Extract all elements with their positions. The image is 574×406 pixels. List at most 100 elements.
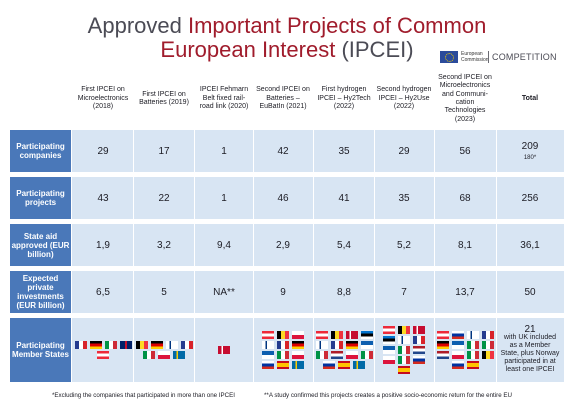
- table-cell-total: 50: [524, 286, 536, 298]
- fr-flag-icon: [413, 336, 425, 344]
- sk-flag-icon: [323, 361, 335, 369]
- row-label: Participating companies: [10, 130, 71, 172]
- pl-flag-icon: [451, 351, 464, 359]
- cz-flag-icon: [451, 331, 464, 339]
- pl-flag-icon: [292, 351, 304, 359]
- table-cell: 68: [459, 192, 471, 204]
- column-divider: [133, 72, 134, 388]
- flag-group: [436, 331, 494, 369]
- column-divider: [253, 72, 254, 388]
- fi-flag-icon: [466, 331, 479, 339]
- it-flag-icon: [315, 351, 328, 359]
- flags-cell: [255, 318, 311, 382]
- table-cell: 1,9: [96, 239, 110, 251]
- eu-flag-icon: [440, 51, 458, 63]
- table-cell: 7: [401, 286, 407, 298]
- fr-flag-icon: [74, 341, 87, 349]
- it-flag-icon: [398, 346, 410, 354]
- logo-department: COMPETITION: [492, 52, 557, 62]
- row-band: [72, 318, 564, 382]
- table-cell-total: 36,1: [520, 239, 540, 251]
- flag-group: [255, 331, 311, 369]
- gr-flag-icon: [383, 346, 395, 354]
- table-cell: 9: [280, 286, 286, 298]
- table-cell: 5,2: [397, 239, 411, 251]
- flags-cell: [376, 318, 432, 382]
- table-cell: 6,5: [96, 286, 110, 298]
- column-header: First IPCEI on Batteries (2019): [139, 90, 189, 106]
- table-cell: 1: [221, 145, 227, 157]
- dk-flag-icon: [413, 326, 425, 334]
- es-flag-icon: [338, 361, 350, 369]
- flag-group: [218, 346, 230, 354]
- logo-divider: [488, 51, 489, 63]
- sk-flag-icon: [451, 361, 464, 369]
- table-cell: NA**: [213, 286, 235, 298]
- column-header: IPCEI Fehmarn Belt fixed rail-road link …: [199, 86, 249, 111]
- page-title: Approved Important Projects of Common Eu…: [0, 14, 574, 62]
- table-cell: 3,2: [157, 239, 171, 251]
- flag-group: [135, 341, 193, 359]
- de-flag-icon: [89, 341, 102, 349]
- row-band: [72, 271, 564, 313]
- be-flag-icon: [330, 331, 343, 339]
- table-cell: 35: [338, 145, 350, 157]
- nl-flag-icon: [330, 351, 343, 359]
- table-cell: 13,7: [455, 286, 475, 298]
- de-flag-icon: [345, 341, 358, 349]
- it-flag-icon: [466, 341, 479, 349]
- ro-flag-icon: [481, 351, 494, 359]
- title-part: Approved: [87, 13, 188, 38]
- table-cell: 56: [459, 145, 471, 157]
- european-commission-logo: European Commission COMPETITION: [440, 51, 557, 63]
- es-flag-icon: [466, 361, 479, 369]
- dk-flag-icon: [218, 346, 230, 354]
- title-part: (IPCEI): [335, 37, 414, 62]
- fi-flag-icon: [165, 341, 178, 349]
- title-part: European Interest: [160, 37, 336, 62]
- table-cell: 43: [97, 192, 109, 204]
- at-flag-icon: [315, 331, 328, 339]
- flags-cell: [74, 318, 132, 382]
- table-cell: 9,4: [217, 239, 231, 251]
- flags-cell: [436, 318, 494, 382]
- it-flag-icon: [143, 351, 155, 359]
- gb-flag-icon: [119, 341, 132, 349]
- gr-flag-icon: [360, 341, 373, 349]
- row-band: [72, 177, 564, 219]
- column-divider: [374, 72, 375, 388]
- it-flag-icon: [277, 351, 289, 359]
- flags-cell: [196, 318, 252, 382]
- sk-flag-icon: [413, 356, 425, 364]
- table-cell: 41: [338, 192, 350, 204]
- de-flag-icon: [436, 341, 449, 349]
- es-flag-icon: [277, 361, 289, 369]
- pl-flag-icon: [345, 351, 358, 359]
- at-flag-icon: [436, 331, 449, 339]
- table-cell: 46: [277, 192, 289, 204]
- fr-flag-icon: [481, 331, 494, 339]
- total-value: 209: [521, 141, 539, 152]
- se-flag-icon: [292, 361, 304, 369]
- table-cell: 17: [158, 145, 170, 157]
- footnote: **A study confirmed this projects create…: [264, 392, 512, 399]
- se-flag-icon: [353, 361, 365, 369]
- de-flag-icon: [150, 341, 163, 349]
- fr-flag-icon: [330, 341, 343, 349]
- nl-flag-icon: [413, 346, 425, 354]
- at-flag-icon: [97, 351, 109, 359]
- total-value: 21: [524, 324, 536, 335]
- total-note: 21 with UK included as a Member State, p…: [500, 324, 560, 374]
- column-header: Second IPCEI on Batteries – EuBatIn (202…: [256, 86, 310, 111]
- column-divider: [313, 72, 314, 388]
- row-label: State aid approved (EUR billion): [10, 224, 71, 266]
- flag-group: [74, 341, 132, 359]
- fi-flag-icon: [262, 341, 274, 349]
- se-flag-icon: [173, 351, 185, 359]
- table-cell: 2,9: [276, 239, 290, 251]
- total-note-text: with UK included as a Member State, plus…: [500, 334, 560, 373]
- table-cell: 42: [277, 145, 289, 157]
- column-header-total: Total: [521, 94, 539, 102]
- column-divider: [194, 72, 195, 388]
